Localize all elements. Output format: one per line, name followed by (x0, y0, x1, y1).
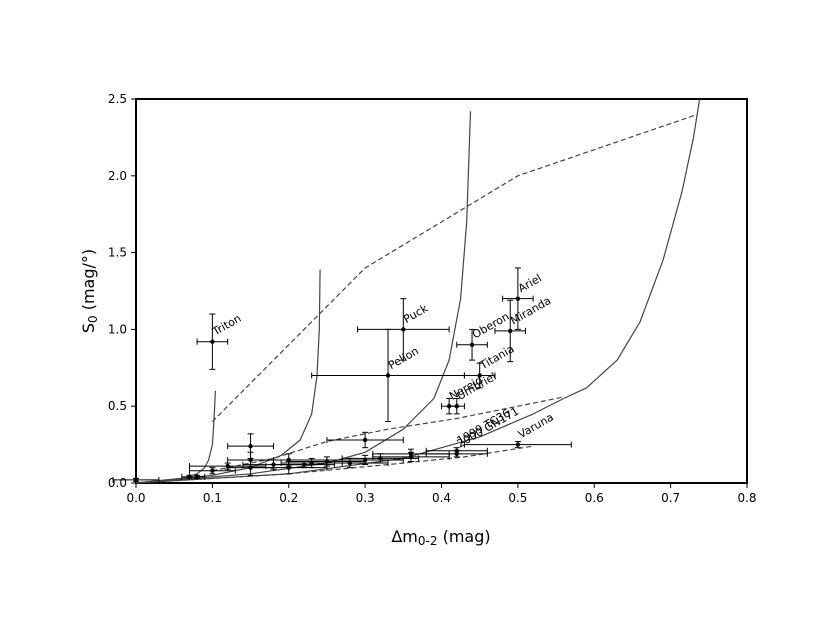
data-point-marker (454, 451, 459, 457)
data-point-marker (210, 468, 215, 473)
x-tick-label: 0.4 (432, 491, 451, 505)
x-axis-title-unit: (mag) (438, 527, 491, 546)
y-tick-label: 1.0 (108, 322, 127, 336)
dashed-model-curve (212, 396, 564, 472)
data-point-marker (454, 404, 459, 409)
solid-model-curve (135, 269, 321, 484)
data-point (272, 460, 336, 469)
data-point-marker (477, 373, 482, 378)
x-tick-label: 0.0 (126, 491, 145, 505)
x-axis-title-sub: 0-2 (418, 534, 438, 548)
solid-model-curve (135, 111, 472, 484)
y-axis-title: S0 (mag/°) (79, 249, 100, 333)
data-point-marker (508, 328, 513, 334)
data-point-marker (248, 443, 253, 449)
solid-model-curve (135, 390, 216, 484)
y-axis-ticks: 0.0 0.5 1.0 1.5 2.0 2.5 (108, 92, 136, 490)
data-point-marker (286, 465, 291, 470)
y-tick-label: 2.0 (108, 169, 127, 183)
data-point-marker (210, 339, 215, 344)
x-axis-title-main: Δm (391, 527, 418, 546)
model-curves (135, 98, 701, 484)
data-point (188, 462, 267, 470)
x-axis-title: Δm0-2 (mag) (391, 527, 490, 548)
x-tick-label: 0.7 (661, 491, 680, 505)
data-point-marker (385, 373, 391, 378)
dashed-model-curve (211, 113, 698, 423)
data-point-2000-gn171: 2000 GN171 (425, 405, 521, 458)
x-tick-label: 0.3 (356, 491, 375, 505)
data-point-marker (301, 462, 307, 467)
data-point-marker (347, 460, 353, 466)
data-point-marker (194, 474, 200, 480)
x-tick-label: 0.2 (279, 491, 298, 505)
plot-frame (135, 98, 748, 484)
data-point-marker (133, 477, 139, 483)
y-axis-title-unit: (mag/°) (79, 249, 98, 316)
data-point (112, 476, 160, 483)
data-point-marker (225, 463, 230, 469)
data-point-marker (401, 327, 406, 332)
data-point-marker (408, 451, 414, 457)
y-tick-label: 1.5 (108, 246, 127, 260)
data-point-marker (515, 296, 521, 301)
point-label-puck: Puck (401, 302, 430, 326)
point-label-triton: Triton (210, 312, 244, 339)
data-point (188, 467, 236, 475)
y-tick-label: 0.0 (108, 476, 127, 490)
point-label-ariel: Ariel (516, 272, 544, 296)
data-point (326, 431, 404, 449)
x-tick-label: 0.8 (737, 491, 756, 505)
x-tick-label: 0.1 (203, 491, 222, 505)
point-label-oberon: Oberon (470, 310, 512, 341)
data-point-triton: Triton (196, 312, 244, 370)
x-tick-label: 0.5 (508, 491, 527, 505)
data-point-marker (362, 437, 368, 443)
data-point-marker (515, 442, 521, 447)
x-axis-ticks: 0.0 0.1 0.2 0.3 0.4 0.5 0.6 0.7 0.8 (126, 483, 757, 505)
y-tick-label: 0.5 (108, 399, 127, 413)
point-label-varuna: Varuna (516, 411, 556, 442)
data-point-marker (469, 342, 475, 347)
x-tick-label: 0.6 (585, 491, 604, 505)
y-axis-title-main: S (79, 323, 98, 333)
data-point (188, 473, 206, 480)
solid-model-curve (135, 98, 701, 484)
y-axis-title-sub: 0 (86, 315, 100, 323)
y-tick-label: 2.5 (108, 92, 127, 106)
